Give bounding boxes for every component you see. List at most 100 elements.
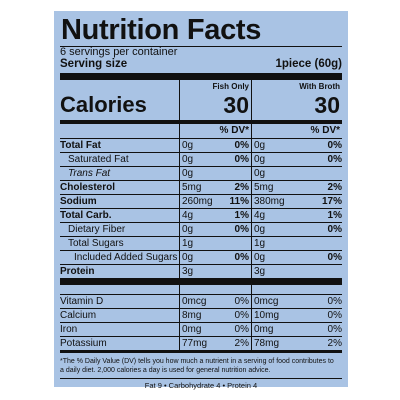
dv-with-broth: 0% <box>296 139 342 153</box>
daily-value-footnote: *The % Daily Value (DV) tells you how mu… <box>60 358 334 374</box>
medium-divider <box>60 350 342 353</box>
amount-fish-only: 1g <box>180 237 224 251</box>
dv-with-broth: 0% <box>296 323 342 337</box>
nutrient-row: Total Sugars 1g 1g <box>60 237 342 251</box>
amount-fish-only: 0mg <box>180 323 224 337</box>
dv-fish-only: 0% <box>224 153 252 167</box>
amount-with-broth: 1g <box>252 237 296 251</box>
divider <box>60 294 342 295</box>
calories-row: Calories Fish Only 30 With Broth 30 <box>60 80 342 124</box>
micronutrient-label: Potassium <box>60 337 180 350</box>
dv-with-broth <box>296 265 342 278</box>
thick-divider <box>60 73 342 80</box>
dv-with-broth: 0% <box>296 295 342 309</box>
micronutrient-row: Potassium 77mg 2% 78mg 2% <box>60 337 342 350</box>
dv-header-row: % DV* % DV* <box>60 124 342 139</box>
column-head-fish-only: Fish Only <box>212 82 249 91</box>
amount-fish-only: 260mg <box>180 195 224 209</box>
dv-fish-only: 0% <box>224 309 252 323</box>
amount-fish-only: 0mcg <box>180 295 224 309</box>
dv-fish-only <box>224 237 252 251</box>
servings-per-container: 6 servings per container <box>60 46 178 58</box>
nutrient-row: Protein 3g 3g <box>60 265 342 278</box>
nutrient-label: Sodium <box>60 195 180 209</box>
dv-with-broth: 0% <box>296 251 342 265</box>
amount-fish-only: 5mg <box>180 181 224 195</box>
dv-with-broth: 2% <box>296 181 342 195</box>
divider <box>60 46 342 47</box>
micronutrient-row: Calcium 8mg 0% 10mg 0% <box>60 309 342 323</box>
amount-fish-only: 0g <box>180 167 224 181</box>
nutrient-row: Included Added Sugars 0g 0% 0g 0% <box>60 251 342 265</box>
dv-with-broth: 0% <box>296 153 342 167</box>
amount-fish-only: 0g <box>180 139 224 153</box>
nutrition-facts-label: Nutrition Facts 6 servings per container… <box>54 11 348 390</box>
nutrient-row: Sodium 260mg 11% 380mg 17% <box>60 195 342 209</box>
nutrient-row: Cholesterol 5mg 2% 5mg 2% <box>60 181 342 195</box>
nutrient-label: Trans Fat <box>60 167 180 181</box>
nutrient-label: Dietary Fiber <box>60 223 180 237</box>
nutrient-label: Total Sugars <box>60 237 180 251</box>
micronutrient-label: Vitamin D <box>60 295 180 309</box>
amount-with-broth: 0g <box>252 251 296 265</box>
calories-with-broth: With Broth 30 <box>252 80 342 120</box>
dv-with-broth: 0% <box>296 309 342 323</box>
amount-fish-only: 4g <box>180 209 224 223</box>
amount-with-broth: 0g <box>252 153 296 167</box>
calories-value-fish-only: 30 <box>223 92 249 118</box>
micronutrient-row: Iron 0mg 0% 0mg 0% <box>60 323 342 337</box>
dv-header-spacer <box>60 124 180 138</box>
amount-with-broth: 3g <box>254 266 266 277</box>
nutrient-label: Included Added Sugars <box>60 251 180 265</box>
amount-fish-only: 3g <box>182 266 194 277</box>
divider <box>60 378 342 379</box>
amount-with-broth: 0mg <box>252 323 296 337</box>
amount-fish-only: 8mg <box>180 309 224 323</box>
serving-size-row: Serving size 1piece (60g) <box>60 58 342 73</box>
calories-per-gram-footer: Fat 9 • Carbohydrate 4 • Protein 4 <box>144 381 258 390</box>
column-head-with-broth: With Broth <box>299 82 340 91</box>
nutrient-spacer-row <box>60 285 342 294</box>
nutrient-label: Saturated Fat <box>60 153 180 167</box>
micronutrient-label: Calcium <box>60 309 180 323</box>
amount-with-broth: 380mg <box>252 195 296 209</box>
nutrient-row: Total Carb. 4g 1% 4g 1% <box>60 209 342 223</box>
dv-fish-only: 0% <box>224 139 252 153</box>
dv-fish-only: 2% <box>224 337 252 350</box>
dv-with-broth <box>296 237 342 251</box>
dv-with-broth <box>296 167 342 181</box>
amount-fish-only: 0g <box>180 223 224 237</box>
dv-header-with-broth: % DV* <box>310 125 340 136</box>
serving-size-value: 1piece (60g) <box>275 58 342 70</box>
dv-fish-only: 11% <box>224 195 252 209</box>
nutrient-label: Cholesterol <box>60 181 180 195</box>
dv-with-broth: 1% <box>296 209 342 223</box>
dv-with-broth: 0% <box>296 223 342 237</box>
amount-with-broth: 5mg <box>252 181 296 195</box>
dv-fish-only: 2% <box>224 181 252 195</box>
nutrient-label: Total Fat <box>60 139 180 153</box>
nutrient-label: Protein <box>60 265 180 278</box>
calories-fish-only: Fish Only 30 <box>180 80 252 120</box>
dv-fish-only: 1% <box>224 209 252 223</box>
dv-fish-only: 0% <box>224 251 252 265</box>
dv-fish-only: 0% <box>224 223 252 237</box>
nutrient-row: Dietary Fiber 0g 0% 0g 0% <box>60 223 342 237</box>
thick-divider <box>60 278 342 285</box>
nutrient-label: Total Carb. <box>60 209 180 223</box>
label-title: Nutrition Facts <box>61 14 262 46</box>
amount-with-broth: 78mg <box>254 338 280 349</box>
amount-with-broth: 0g <box>252 167 296 181</box>
dv-fish-only: 0% <box>224 295 252 309</box>
calories-value-with-broth: 30 <box>314 92 340 118</box>
dv-fish-only <box>224 167 252 181</box>
dv-fish-only: 0% <box>224 323 252 337</box>
amount-fish-only: 0g <box>180 251 224 265</box>
micronutrient-row: Vitamin D 0mcg 0% 0mcg 0% <box>60 295 342 309</box>
nutrient-row: Trans Fat 0g 0g <box>60 167 342 181</box>
dv-fish-only <box>224 265 252 278</box>
nutrient-row: Total Fat 0g 0% 0g 0% <box>60 139 342 153</box>
micronutrient-label: Iron <box>60 323 180 337</box>
dv-header-fish-only: % DV* <box>180 124 252 138</box>
calories-label: Calories <box>60 80 180 120</box>
